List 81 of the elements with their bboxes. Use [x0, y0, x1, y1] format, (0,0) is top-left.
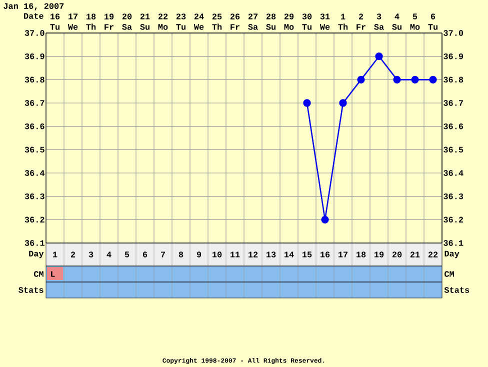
text: 19 Fr — [104, 14, 114, 30]
point — [393, 76, 401, 84]
text: 5 Mo — [410, 14, 420, 30]
x-tick-label: 17 — [338, 252, 348, 258]
x-tick-label: 14 — [284, 252, 294, 258]
y2-tick-label: 36.7 — [444, 100, 463, 106]
x-tick-label: 5 — [124, 252, 130, 258]
text: 27 Sa — [248, 14, 258, 30]
text: Stats — [18, 287, 44, 293]
y-tick-label: 36.1 — [24, 240, 44, 246]
text: 17 We — [68, 14, 78, 30]
x-tick-label: 4 — [106, 252, 112, 258]
text: 26 Fr — [230, 14, 240, 30]
chart-title: Jan 16, 2007 — [4, 3, 64, 10]
y-tick-label: 36.7 — [24, 100, 44, 106]
text: 1 Th — [338, 14, 348, 30]
x-tick-label: 13 — [266, 252, 276, 258]
y2-tick-label: 37.0 — [444, 30, 464, 36]
text: 24 We — [194, 14, 204, 30]
text: 29 Mo — [284, 14, 294, 30]
text: 16 Tu — [50, 14, 60, 30]
text: 2 Fr — [356, 14, 366, 30]
x-tick-label: 15 — [302, 252, 312, 258]
y2-tick-label: 36.6 — [444, 123, 464, 130]
text: 30 Tu — [302, 14, 312, 30]
y2-tick-label: 36.5 — [444, 146, 464, 153]
text: 18 Th — [86, 14, 96, 30]
x-axis-title: Day — [29, 250, 44, 258]
text: 20 Sa — [122, 14, 132, 30]
y2-tick-label: 36.9 — [444, 53, 464, 60]
y2-tick-label: 36.8 — [444, 76, 464, 83]
text: CM — [444, 271, 454, 277]
text: 4 Su — [392, 14, 402, 30]
x-tick-label: 21 — [410, 252, 420, 258]
point — [429, 76, 437, 84]
y2-tick-label: 36.2 — [444, 216, 464, 223]
x-tick-label: 16 — [320, 252, 330, 258]
x-tick-label: 8 — [178, 252, 184, 258]
point — [375, 52, 383, 60]
text: 22 Mo — [158, 14, 168, 30]
point — [339, 99, 347, 107]
y2-tick-label: 36.1 — [444, 240, 464, 246]
x-tick-label: 19 — [374, 252, 384, 258]
x-tick-label: 22 — [428, 252, 438, 258]
point — [321, 216, 329, 224]
y-tick-label: 36.4 — [24, 170, 45, 176]
y-tick-label: 36.6 — [24, 123, 44, 130]
x-tick-label: 20 — [392, 252, 402, 258]
x-tick-label: 2 — [70, 252, 76, 258]
text: L — [51, 271, 55, 277]
x-tick-label: 7 — [161, 252, 165, 258]
y-tick-label: 36.5 — [24, 146, 44, 153]
text: 31 We — [320, 14, 330, 30]
x-tick-label: 1 — [53, 252, 58, 258]
y2-tick-label: 36.4 — [444, 170, 464, 176]
text: Day — [444, 250, 460, 258]
x-tick-label: 6 — [142, 252, 148, 258]
x-tick-label: 12 — [248, 252, 258, 258]
text: Stats — [444, 287, 470, 293]
x-tick-label: 18 — [356, 252, 366, 258]
y2-tick-label: 36.3 — [444, 193, 464, 200]
x-tick-label: 10 — [212, 252, 222, 258]
y-tick-label: 36.3 — [24, 193, 44, 200]
y-tick-label: 36.9 — [24, 53, 44, 60]
x-tick-label: 11 — [230, 252, 240, 258]
x-tick-label: 3 — [88, 252, 94, 258]
text: 28 Su — [266, 14, 276, 30]
x-tick-label: 9 — [196, 252, 202, 258]
y-tick-label: 37.0 — [24, 30, 44, 36]
text: CM — [34, 271, 44, 277]
text: 25 Th — [212, 14, 222, 30]
point — [303, 99, 311, 107]
y-tick-label: 36.8 — [24, 76, 44, 83]
text: 23 Tu — [176, 14, 186, 30]
x2-axis-title: Date — [24, 13, 44, 19]
point — [357, 76, 365, 84]
text: 21 Su — [140, 14, 150, 30]
point — [411, 76, 419, 84]
text: 6 Tu — [428, 14, 438, 30]
y-tick-label: 36.2 — [24, 216, 44, 223]
text: 3 Sa — [374, 14, 384, 30]
